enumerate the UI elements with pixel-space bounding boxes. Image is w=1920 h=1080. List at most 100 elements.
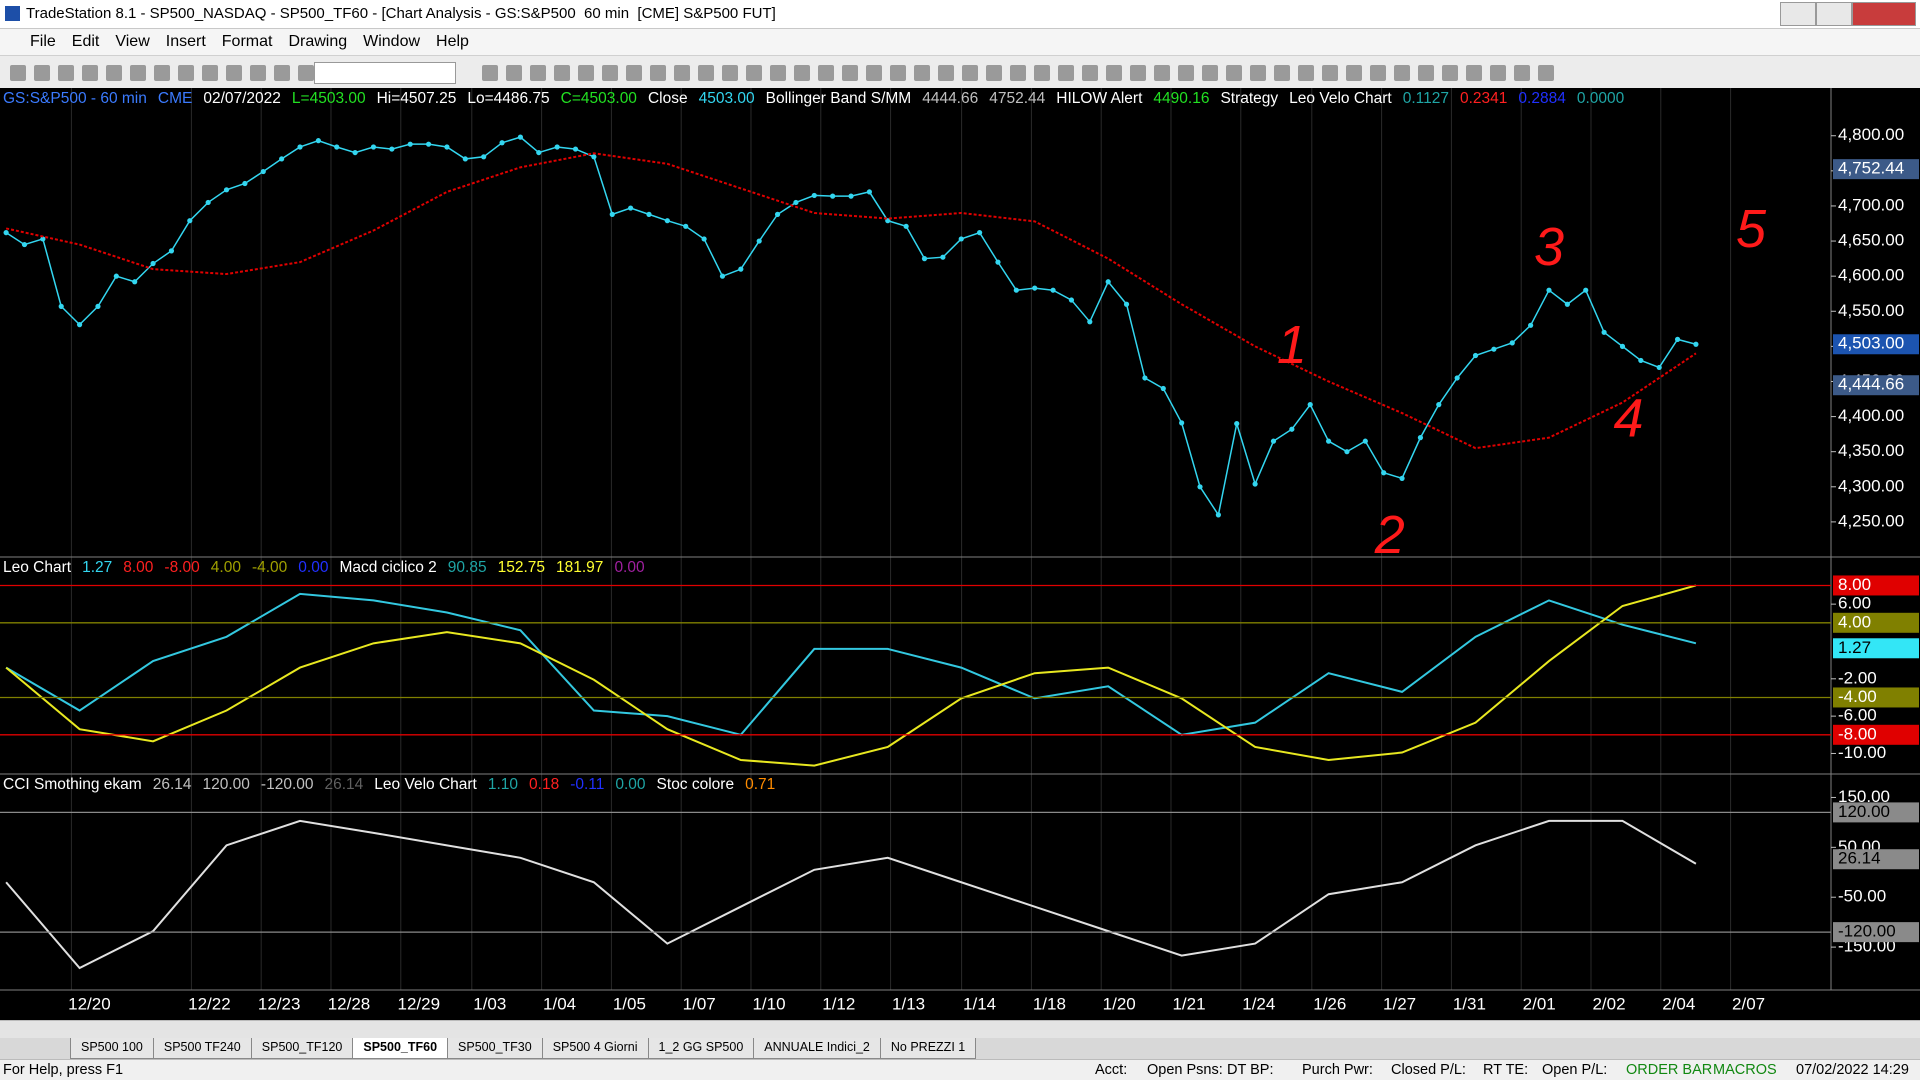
toolbar-icon[interactable] — [1394, 65, 1410, 81]
toolbar-icon[interactable] — [106, 65, 122, 81]
toolbar-icon[interactable] — [746, 65, 762, 81]
toolbar-icon[interactable] — [202, 65, 218, 81]
price-marker — [1833, 159, 1919, 180]
toolbar-icon[interactable] — [602, 65, 618, 81]
toolbar-icon[interactable] — [1010, 65, 1026, 81]
handwritten-annotation: 3 — [1534, 217, 1564, 277]
price-marker-label: -4.00 — [1838, 687, 1877, 706]
toolbar-icon[interactable] — [1418, 65, 1434, 81]
toolbar-icon[interactable] — [986, 65, 1002, 81]
symbol-combo[interactable] — [314, 62, 456, 84]
toolbar-icon[interactable] — [506, 65, 522, 81]
toolbar-icon[interactable] — [1058, 65, 1074, 81]
toolbar-icon[interactable] — [482, 65, 498, 81]
toolbar-icon[interactable] — [178, 65, 194, 81]
toolbar-icon[interactable] — [1250, 65, 1266, 81]
price-dot — [830, 193, 836, 199]
toolbar-icon[interactable] — [818, 65, 834, 81]
toolbar-icon[interactable] — [866, 65, 882, 81]
toolbar-icon[interactable] — [1370, 65, 1386, 81]
date-label: 2/01 — [1523, 994, 1556, 1013]
workspace-tab[interactable]: No PREZZI 1 — [879, 1038, 977, 1059]
price-dot — [921, 256, 928, 262]
toolbar-icon[interactable] — [298, 65, 314, 81]
toolbar-icon[interactable] — [250, 65, 266, 81]
header-item: 8.00 — [123, 559, 154, 576]
horizontal-scrollbar[interactable] — [0, 1020, 1920, 1039]
menu-item[interactable]: View — [115, 33, 150, 50]
toolbar-icon[interactable] — [1538, 65, 1554, 81]
toolbar-icon[interactable] — [698, 65, 714, 81]
toolbar-icon[interactable] — [938, 65, 954, 81]
toolbar-icon[interactable] — [770, 65, 786, 81]
toolbar-icon[interactable] — [82, 65, 98, 81]
workspace-tab[interactable]: SP500_TF120 — [250, 1038, 354, 1059]
price-dot — [591, 154, 597, 160]
header-item: 0.2884 — [1518, 90, 1566, 107]
workspace-tab[interactable]: 1_2 GG SP500 — [647, 1038, 755, 1059]
price-dot — [260, 168, 266, 175]
menu-item[interactable]: File — [30, 33, 56, 50]
workspace-tab[interactable]: SP500_TF30 — [447, 1038, 543, 1059]
toolbar-icon[interactable] — [10, 65, 26, 81]
workspace-tab[interactable]: ANNUALE Indici_2 — [753, 1038, 881, 1059]
toolbar-icon[interactable] — [554, 65, 570, 81]
toolbar-icon[interactable] — [1490, 65, 1506, 81]
toolbar-icon[interactable] — [1034, 65, 1050, 81]
toolbar-icon[interactable] — [1466, 65, 1482, 81]
price-dot — [1050, 287, 1056, 293]
status-bar: For Help, press F1 Acct: Open Psns: DT BP:… — [0, 1059, 1920, 1080]
workspace-tab[interactable]: SP500 4 Giorni — [541, 1038, 649, 1059]
toolbar-icon[interactable] — [1514, 65, 1530, 81]
header-item: 120.00 — [202, 776, 250, 793]
menu-item[interactable]: Help — [436, 33, 469, 50]
toolbar-icon[interactable] — [578, 65, 594, 81]
menu-item[interactable]: Format — [221, 33, 273, 50]
toolbar-icon[interactable] — [1178, 65, 1194, 81]
toolbar-icon[interactable] — [1202, 65, 1218, 81]
menu-item[interactable]: Edit — [71, 33, 100, 50]
order-bar[interactable]: ORDER BAR — [1626, 1062, 1713, 1078]
toolbar-icon[interactable] — [962, 65, 978, 81]
price-dot — [646, 211, 652, 217]
toolbar-icon[interactable] — [1154, 65, 1170, 81]
toolbar-icon[interactable] — [34, 65, 50, 81]
toolbar-icon[interactable] — [794, 65, 810, 81]
minimize-button[interactable] — [1780, 2, 1816, 26]
toolbar-icon[interactable] — [130, 65, 146, 81]
toolbar-icon[interactable] — [1274, 65, 1290, 81]
toolbar-icon[interactable] — [274, 65, 290, 81]
toolbar-icon[interactable] — [650, 65, 666, 81]
price-dot — [1142, 375, 1148, 381]
header-item: Hi=4507.25 — [376, 90, 457, 107]
maximize-button[interactable] — [1816, 2, 1852, 26]
date-label: 2/02 — [1592, 994, 1625, 1013]
toolbar-icon[interactable] — [1442, 65, 1458, 81]
price-dot — [1417, 435, 1424, 441]
toolbar-icon[interactable] — [1082, 65, 1098, 81]
toolbar-icon[interactable] — [154, 65, 170, 81]
toolbar-icon[interactable] — [530, 65, 546, 81]
toolbar-icon[interactable] — [626, 65, 642, 81]
toolbar-icon[interactable] — [1106, 65, 1122, 81]
toolbar-icon[interactable] — [842, 65, 858, 81]
toolbar-icon[interactable] — [58, 65, 74, 81]
macros[interactable]: MACROS — [1713, 1062, 1777, 1078]
toolbar-icon[interactable] — [674, 65, 690, 81]
toolbar-icon[interactable] — [226, 65, 242, 81]
toolbar-icon[interactable] — [1322, 65, 1338, 81]
menu-item[interactable]: Drawing — [288, 33, 348, 50]
menu-item[interactable]: Window — [363, 33, 421, 50]
toolbar-icon[interactable] — [1346, 65, 1362, 81]
workspace-tab[interactable]: SP500_TF60 — [352, 1038, 449, 1059]
close-button[interactable] — [1852, 2, 1916, 26]
toolbar-icon[interactable] — [1298, 65, 1314, 81]
toolbar-icon[interactable] — [890, 65, 906, 81]
workspace-tab[interactable]: SP500 TF240 — [152, 1038, 252, 1059]
toolbar-icon[interactable] — [1226, 65, 1242, 81]
workspace-tab[interactable]: SP500 100 — [70, 1038, 154, 1059]
menu-item[interactable]: Insert — [165, 33, 206, 50]
toolbar-icon[interactable] — [722, 65, 738, 81]
toolbar-icon[interactable] — [914, 65, 930, 81]
toolbar-icon[interactable] — [1130, 65, 1146, 81]
